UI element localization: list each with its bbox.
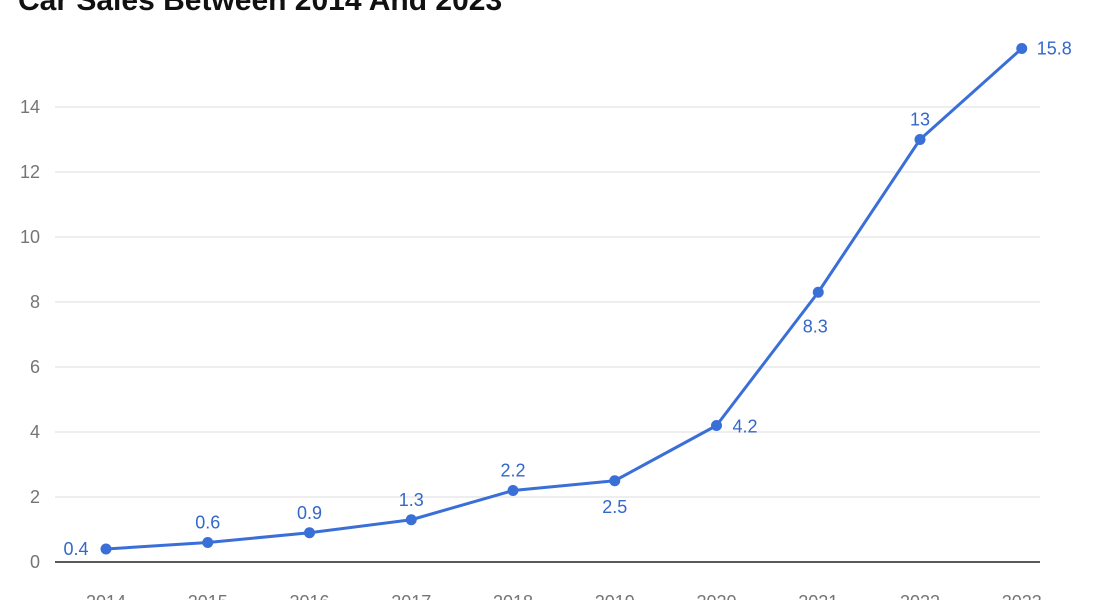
y-axis-ticks: 0 2 4 6 8 10 12 14 xyxy=(20,97,40,572)
y-tick-label: 14 xyxy=(20,97,40,117)
x-tick-label: 2014 xyxy=(86,592,126,600)
series-line xyxy=(104,47,1024,551)
data-label: 8.3 xyxy=(803,316,828,336)
data-point xyxy=(304,527,315,539)
data-label: 2.2 xyxy=(500,461,525,481)
series-layer xyxy=(100,43,1028,555)
y-tick-label: 4 xyxy=(30,422,40,442)
chart-title: Car Sales Between 2014 And 2023 xyxy=(18,0,503,17)
data-label: 4.2 xyxy=(733,417,758,437)
y-tick-label: 10 xyxy=(20,227,40,247)
x-tick-label: 2020 xyxy=(696,592,736,600)
data-point xyxy=(812,286,824,298)
x-tick-label: 2016 xyxy=(289,592,329,600)
data-point xyxy=(507,485,519,496)
y-tick-label: 6 xyxy=(30,357,40,377)
data-label: 1.3 xyxy=(399,490,424,510)
data-point xyxy=(711,420,722,431)
data-labels: 0.4 0.6 0.9 1.3 2.2 2.5 4.2 8.3 13 15.8 xyxy=(63,39,1071,560)
data-label: 15.8 xyxy=(1037,39,1072,59)
data-point xyxy=(202,537,214,548)
y-tick-label: 8 xyxy=(30,292,40,312)
gridlines xyxy=(55,106,1040,498)
data-label: 0.4 xyxy=(63,539,88,559)
y-tick-label: 0 xyxy=(30,552,40,572)
x-tick-label: 2015 xyxy=(188,592,228,600)
data-point xyxy=(1016,43,1028,54)
x-tick-label: 2017 xyxy=(391,592,431,600)
x-tick-label: 2019 xyxy=(595,592,635,600)
y-tick-label: 2 xyxy=(30,487,40,507)
data-point xyxy=(405,514,417,526)
data-label: 0.6 xyxy=(195,513,220,533)
x-tick-label: 2023 xyxy=(1002,592,1042,600)
data-label: 0.9 xyxy=(297,503,322,523)
data-point xyxy=(100,543,112,555)
x-axis-ticks: 2014 2015 2016 2017 2018 2019 2020 2021 2022 2023 xyxy=(86,592,1042,600)
data-point xyxy=(914,134,926,145)
data-label: 2.5 xyxy=(602,497,627,517)
data-label: 13 xyxy=(910,110,930,130)
data-point xyxy=(609,475,621,487)
y-tick-label: 12 xyxy=(20,162,40,182)
x-tick-label: 2021 xyxy=(798,592,838,600)
x-tick-label: 2022 xyxy=(900,592,940,600)
x-tick-label: 2018 xyxy=(493,592,533,600)
